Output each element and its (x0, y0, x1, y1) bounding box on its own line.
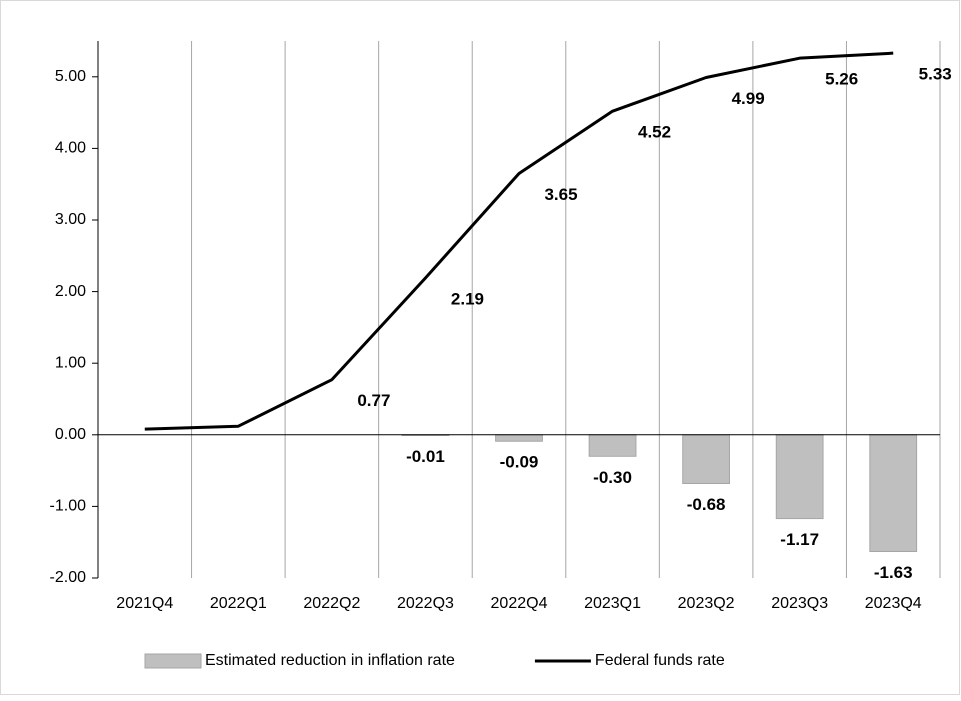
data-label: 5.26 (825, 70, 858, 89)
bar (495, 434, 543, 442)
legend-label: Federal funds rate (595, 652, 725, 669)
y-tick-label: -2.00 (50, 569, 87, 586)
line (144, 51, 894, 431)
y-tick-label: 2.00 (55, 283, 86, 300)
data-label: 4.99 (732, 89, 765, 108)
data-label: -0.01 (406, 447, 445, 466)
y-tick-label: 3.00 (55, 211, 86, 228)
x-tick-label: 2023Q4 (865, 595, 922, 612)
data-label: 3.65 (544, 185, 577, 204)
x-tick-label: 2022Q2 (303, 595, 360, 612)
bar (682, 434, 731, 484)
data-label: 0.77 (357, 391, 390, 410)
bar (588, 434, 637, 457)
x-tick-label: 2022Q1 (210, 595, 267, 612)
x-tick-label: 2023Q3 (771, 595, 828, 612)
data-label: -1.17 (780, 530, 819, 549)
x-tick-label: 2023Q2 (678, 595, 735, 612)
y-tick-label: -1.00 (50, 498, 87, 515)
x-tick-label: 2022Q4 (491, 595, 548, 612)
legend-label: Estimated reduction in inflation rate (205, 652, 455, 669)
y-tick-label: 5.00 (55, 68, 86, 85)
data-label: 4.52 (638, 123, 671, 142)
data-label: 2.19 (451, 289, 484, 308)
data-label: 5.33 (919, 65, 952, 84)
data-label: -0.30 (593, 468, 632, 487)
x-tick-label: 2023Q1 (584, 595, 641, 612)
legend-swatch (144, 653, 202, 669)
data-label: -0.09 (500, 453, 539, 472)
data-label: -1.63 (874, 563, 913, 582)
x-tick-label: 2021Q4 (116, 595, 173, 612)
bar (775, 434, 824, 520)
bar (869, 434, 918, 553)
x-tick-label: 2022Q3 (397, 595, 454, 612)
y-tick-label: 0.00 (55, 426, 86, 443)
y-tick-label: 4.00 (55, 140, 86, 157)
data-label: -0.68 (687, 495, 726, 514)
y-tick-label: 1.00 (55, 354, 86, 371)
